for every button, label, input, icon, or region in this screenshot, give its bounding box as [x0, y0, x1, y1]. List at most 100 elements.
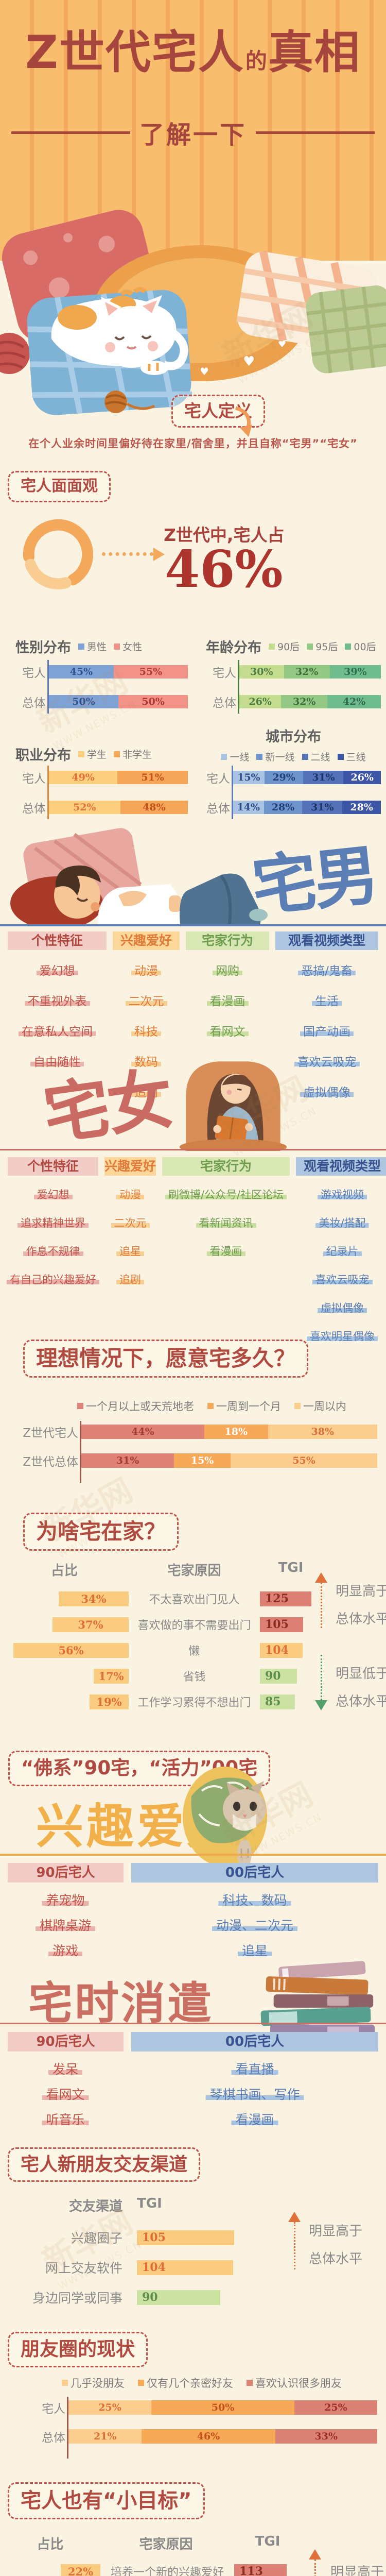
channel-label: 兴趣圈子 — [71, 2231, 122, 2246]
anno-higher-2: 总体水平 — [309, 2251, 363, 2267]
tgi-row: 兴趣圈子 105 — [0, 2228, 386, 2247]
tgi-bar: 125 — [260, 1591, 311, 1606]
trait-item: 爱幻想 — [33, 1186, 73, 1202]
trait-column: 宅家行为 刷微博/公众号/社区论坛 看新闻资讯 看漫画 — [162, 1157, 290, 1356]
trait-item: 生活 — [312, 991, 342, 1009]
bar-segment: 25% — [68, 2400, 152, 2415]
zhainan-divider — [0, 924, 386, 926]
row-label: 总体 — [206, 802, 230, 816]
tgi-cell: 105 — [137, 2230, 234, 2245]
bar-segment: 33% — [275, 2429, 377, 2444]
legend-label: 一周以内 — [303, 1400, 346, 1413]
duration-bars: Z世代宅人 44% 18% 38% Z世代总体 31% 15% 55% — [23, 1421, 377, 1483]
tgi-value: 105 — [265, 1618, 289, 1631]
bar-segment: 46% — [142, 2429, 275, 2444]
duration-badge: 理想情况下，愿意宅多久？ — [23, 1340, 309, 1378]
legend-swatch — [221, 753, 227, 760]
legend-label: 90后 — [277, 641, 300, 653]
pct-bar: 34% — [59, 1591, 129, 1606]
stacked-bar: 30% 32% 39% — [239, 665, 381, 679]
zhainan-big-label: 宅男 — [248, 837, 379, 926]
subtitle-row: 了解一下 — [0, 114, 386, 150]
tgi-bar: 104 — [260, 1642, 303, 1658]
segment-value: 42% — [342, 696, 366, 707]
tgi-bar: 105 — [137, 2230, 234, 2245]
title-particle: 的 — [245, 48, 267, 74]
legend-item: 女性 — [114, 639, 142, 653]
chart-title: 性别分布 — [15, 640, 71, 656]
donut-caption: Z世代中,宅人占 — [164, 525, 285, 545]
bar-segment: 31% — [81, 1453, 174, 1468]
chart-legend: 90后 95后 00后 — [269, 639, 376, 653]
table-header: 占比 宅家原因 TGI — [0, 1560, 386, 1579]
hobby-item: 棋牌桌游 — [35, 1915, 96, 1935]
legend-item: 仅有几个亲密好友 — [138, 2375, 233, 2391]
reason-label: 不太喜欢出门见人 — [149, 1594, 240, 1606]
legend-item: 非学生 — [114, 747, 152, 761]
tgi-value: 104 — [142, 2261, 166, 2274]
column-items: 网购 看漫画 看网文 — [206, 960, 249, 1052]
trait-item: 美妆/搭配 — [315, 1214, 369, 1231]
row-label: 宅人 — [22, 772, 46, 786]
tgi-cell: 85 — [260, 1694, 386, 1709]
zhainv-table: 个性特征 爱幻想 追求精神世界 作息不规律 有自己的兴趣爱好 兴趣爱好 动漫 二… — [7, 1157, 386, 1356]
bar-row: 宅人 49% 51% — [22, 769, 188, 786]
bar-segment: 31% — [302, 801, 343, 814]
trait-column: 个性特征 爱幻想 追求精神世界 作息不规律 有自己的兴趣爱好 — [7, 1157, 99, 1356]
goals-badge: 宅人也有“小目标” — [8, 2482, 205, 2519]
friends-table: 交友渠道 TGI 兴趣圈子 105 网上交友软件 104 身边同学或同事 90 — [0, 2196, 386, 2318]
chart-city: 城市分布 一线 新一线 二线 三线 宅人 15% 29% 31% — [206, 725, 381, 828]
trait-column: 宅家行为 网购 看漫画 看网文 — [186, 931, 269, 1112]
pct-cell: 56% — [0, 1642, 129, 1658]
header-pct: 占比 — [37, 2537, 64, 2552]
trait-item: 看网文 — [206, 1021, 249, 1040]
legend-swatch — [62, 2380, 68, 2386]
bar-segment: 55% — [113, 665, 188, 679]
column-items: 刷微博/公众号/社区论坛 看新闻资讯 看漫画 — [165, 1186, 287, 1271]
zhainan-table: 个性特征 爱幻想 不重视外表 在意私人空间 自由随性 兴趣爱好 动漫 二次元 科… — [8, 931, 378, 1112]
tgi-bar: 85 — [260, 1694, 295, 1709]
bar-segment: 55% — [231, 1453, 377, 1468]
pastime-item: 听音乐 — [42, 2109, 89, 2129]
column-header: 兴趣爱好 — [113, 931, 180, 950]
segment-value: 31% — [116, 1455, 139, 1466]
legend-label: 女性 — [122, 641, 143, 653]
legend-item: 一周以内 — [294, 1398, 346, 1414]
table-header: 交友渠道 TGI — [0, 2196, 386, 2215]
bar-segment: 28% — [264, 801, 303, 814]
reading-girl-illustration — [179, 1061, 287, 1151]
page-title: Z世代宅人 的 真相 — [0, 30, 386, 75]
bar-row: 总体 21% 46% 33% — [42, 2428, 377, 2445]
trait-item: 看新闻资讯 — [196, 1214, 256, 1231]
column-items: 动漫 二次元 追星 追剧 — [111, 1186, 150, 1299]
bar-row: 总体 52% 48% — [22, 799, 188, 816]
tgi-row: 37% 喜欢做的事不需要出门 105 — [0, 1616, 386, 1633]
chart-legend: 学生 非学生 — [78, 747, 152, 761]
stacked-bar: 49% 51% — [49, 771, 188, 784]
tgi-value: 104 — [265, 1643, 289, 1657]
trait-item: 恶搞/鬼畜 — [298, 960, 356, 979]
tgi-cell: 105 — [260, 1617, 386, 1632]
segment-value: 30% — [250, 666, 273, 677]
legend-label: 新一线 — [265, 752, 295, 763]
reason-label: 省钱 — [183, 1671, 206, 1684]
tgi-row: 34% 不太喜欢出门见人 125 — [0, 1590, 386, 1607]
dotted-arrow — [102, 548, 165, 561]
bar-row: Z世代宅人 44% 18% 38% — [23, 1423, 377, 1440]
segment-value: 15% — [190, 1455, 214, 1466]
row-label: 宅人 — [42, 2402, 65, 2416]
higher-arrow — [315, 1572, 327, 1628]
anno-higher-1: 明显高于 — [330, 2565, 384, 2576]
header-pct: 占比 — [50, 1563, 78, 1579]
row-label: 总体 — [22, 802, 46, 816]
column-header: 宅家行为 — [162, 1157, 290, 1176]
legend-swatch — [114, 643, 120, 650]
pct-value: 22% — [67, 2565, 94, 2576]
trait-item: 不重视外表 — [24, 991, 90, 1009]
legend-swatch — [77, 1403, 83, 1409]
subtitle: 了解一下 — [139, 121, 247, 149]
segment-value: 18% — [224, 1426, 248, 1437]
hobby-item: 追星 — [237, 1940, 272, 1960]
legend-swatch — [345, 643, 352, 650]
bar-row: 总体 26% 32% 42% — [213, 693, 381, 710]
